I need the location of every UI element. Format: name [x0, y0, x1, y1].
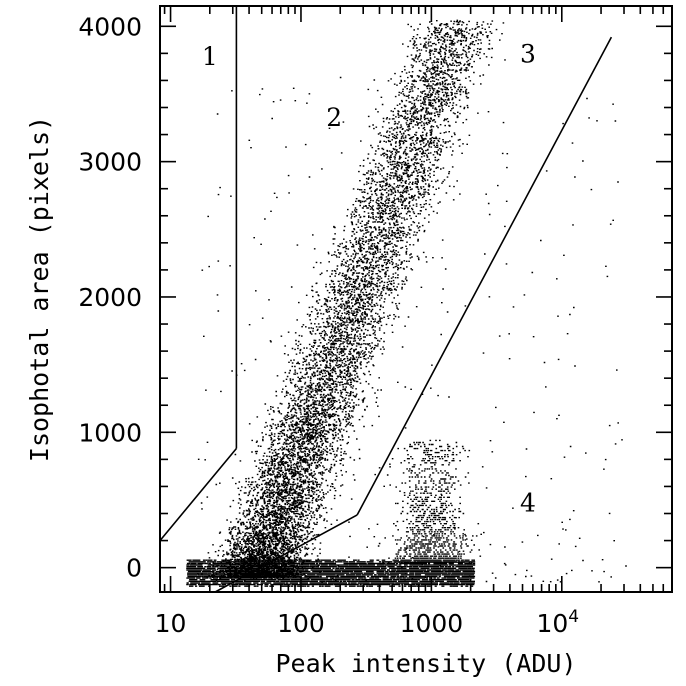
- y-tick-label: 1000: [78, 418, 142, 447]
- y-tick-label: 0: [126, 554, 142, 583]
- boundary-right-diagonal: [356, 36, 613, 516]
- x-tick-label: 104: [536, 607, 579, 638]
- axis-ticks: [160, 6, 673, 592]
- y-tick-label: 2000: [78, 283, 142, 312]
- region-label: 3: [520, 39, 536, 68]
- y-axis-title: Isophotal area (pixels): [25, 116, 54, 462]
- y-tick-labels: 0 1000 2000 3000 4000: [78, 12, 142, 582]
- region-label: 4: [520, 489, 536, 518]
- region-labels: 1 2 3 4: [202, 39, 536, 517]
- region-label: 2: [326, 103, 342, 132]
- region-boundaries: [159, 6, 613, 593]
- x-tick-labels: 10 100 1000 104: [155, 607, 579, 638]
- boundary-lower-diagonal: [214, 514, 358, 593]
- y-tick-label: 4000: [78, 12, 142, 41]
- x-tick-label: 1000: [400, 609, 464, 638]
- data-points: [186, 19, 627, 587]
- boundary-left-diagonal: [159, 447, 238, 542]
- x-tick-label: 100: [277, 609, 325, 638]
- x-axis-title: Peak intensity (ADU): [275, 649, 576, 678]
- x-tick-label: 10: [155, 609, 187, 638]
- y-tick-label: 3000: [78, 148, 142, 177]
- scatter-points: [186, 19, 627, 587]
- region-label: 1: [202, 42, 218, 71]
- plot-frame: [159, 5, 673, 593]
